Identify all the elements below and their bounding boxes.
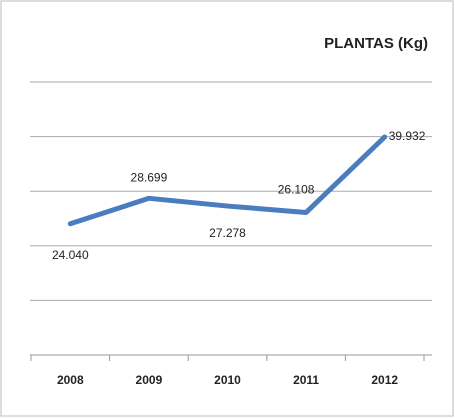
data-label: 28.699 xyxy=(131,170,168,184)
chart-title: PLANTAS (Kg) xyxy=(324,35,428,52)
data-label: 27.278 xyxy=(209,226,246,240)
data-line xyxy=(67,134,388,227)
data-label: 26.108 xyxy=(278,183,315,197)
x-tick-label: 2010 xyxy=(214,373,241,387)
data-label: 24.040 xyxy=(52,248,89,262)
x-tick-label: 2009 xyxy=(136,373,163,387)
data-label: 39.932 xyxy=(389,129,426,143)
x-tick-label: 2012 xyxy=(371,373,398,387)
x-tick-label: 2008 xyxy=(57,373,84,387)
x-tick-label: 2011 xyxy=(293,373,319,387)
